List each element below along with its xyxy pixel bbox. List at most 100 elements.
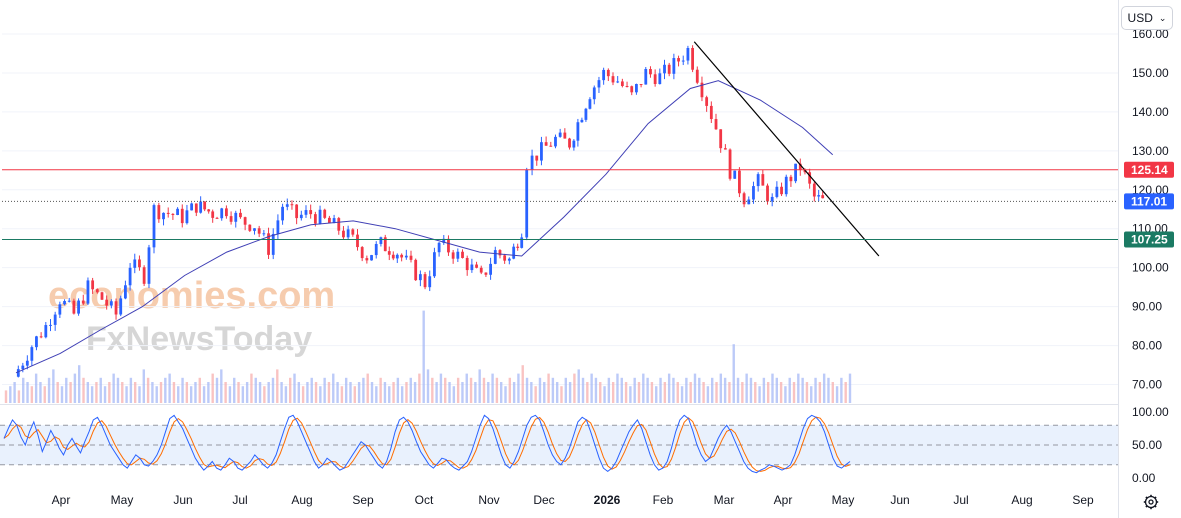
candle-body [747,199,751,205]
time-tick-label: Mar [714,493,735,507]
current-tag-label: 117.01 [1131,194,1167,208]
candle-body [383,237,387,252]
volume-bar [461,382,464,403]
volume-bar [413,382,417,403]
volume-bar [685,377,688,403]
currency-selector[interactable]: USD ⌄ [1121,6,1173,30]
candle-body [635,84,638,93]
candle-body [351,229,355,235]
volume-bar [301,386,305,403]
volume-bar [431,377,434,403]
volume-bar [349,382,352,403]
volume-bar [69,382,72,403]
volume-bar [263,386,266,403]
volume-bar [289,377,292,403]
volume-bar [555,382,559,403]
volume-bar [254,377,257,403]
volume-bar [142,369,145,403]
candle-body [742,193,746,205]
price-axis[interactable]: 160.00150.00140.00130.00120.00110.00100.… [1132,27,1169,485]
volume-bar [534,386,537,403]
candle-body [391,254,395,259]
time-tick-label: Aug [1011,493,1032,507]
candle-body [563,132,567,139]
volume-bar [543,382,546,403]
volume-bar [280,382,283,403]
candle-body [584,108,588,120]
candle-body [677,58,680,62]
volume-bar [99,377,102,403]
candle-body [611,76,615,83]
candle-body [225,208,228,217]
candle-body [342,230,345,238]
time-tick-label: May [832,493,855,507]
candle-body [705,97,709,106]
candle-body [313,214,317,224]
candle-body [53,314,57,325]
time-axis[interactable]: Apr May Jun Jul Aug Sep Oct Nov Dec 2026 Feb Mar Apr… [52,493,1094,507]
volume-bar [344,377,348,403]
volume-bar [383,382,387,403]
volume-bar [560,386,563,403]
candle-body [404,255,408,258]
volume-bar [667,373,671,403]
candle-body [25,360,29,366]
volume-bar [34,373,38,403]
candle-body [597,80,601,88]
candle-body [503,255,507,261]
resistance-tag-label: 125.14 [1131,163,1168,177]
candle-body [489,263,493,275]
candle-body [220,208,224,219]
candle-body [387,251,391,255]
candle-body [323,209,327,218]
candle-body [276,220,280,234]
volume-bar [241,386,245,403]
volume-bar [177,386,180,403]
candle-body [616,81,620,83]
volume-bar [202,386,206,403]
volume-bar [276,369,279,403]
candle-body [360,247,364,259]
candle-body [808,172,812,184]
watermark-line2: FxNewsToday [86,320,312,358]
candle-body [332,218,336,224]
candle-body [700,82,704,98]
price-tick-label: 120.00 [1132,183,1169,197]
volume-bar [766,382,770,403]
volume-bars [4,310,852,403]
candle-body [157,205,161,220]
volume-bar [250,373,253,403]
volume-bar [375,386,378,403]
candle-body [672,58,676,74]
volume-bar [814,377,817,403]
time-tick-label: Feb [653,493,674,507]
candle-body [465,257,469,271]
volume-bar [655,386,658,403]
volume-bar [65,377,68,403]
volume-bar [90,386,94,403]
volume-bar [336,382,339,403]
volume-bar [103,386,107,403]
price-tick-label: 100.00 [1132,261,1169,275]
gear-icon[interactable] [1141,492,1161,512]
volume-bar [758,386,761,403]
volume-bar [39,382,42,403]
candle-body [558,132,562,137]
candle-body [484,272,488,275]
volume-bar [198,377,201,403]
candle-body [58,304,62,315]
volume-bar [405,382,408,403]
volume-bar [224,382,227,403]
volume-bar [185,382,189,403]
volume-bar [637,382,641,403]
candle-body [39,336,43,338]
support-tag [1124,231,1174,248]
time-tick-label: Apr [774,493,793,507]
candle-body [257,228,261,234]
candle-body [606,69,610,77]
overlays [2,41,1118,374]
volume-bar [418,373,421,403]
time-tick-label: Sep [352,493,374,507]
price-tick-label: 90.00 [1132,300,1162,314]
